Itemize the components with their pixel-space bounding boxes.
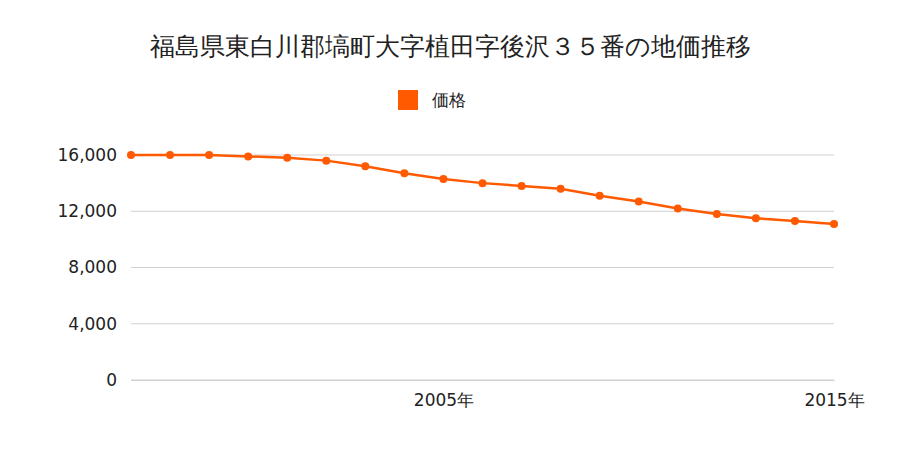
x-axis: 2005年 2015年 [132, 380, 865, 410]
y-tick: 16,000 [58, 145, 131, 165]
title: 福島県東白川郡塙町大字植田字後沢３５番の地価推移 [150, 32, 751, 61]
grid-line [131, 211, 834, 212]
grid-line [131, 267, 834, 268]
grid-line [131, 323, 834, 324]
chart: 福島県東白川郡塙町大字植田字後沢３５番の地価推移価格 0 4,000 8,000 12,… [0, 0, 900, 450]
y-axis-line [131, 156, 132, 381]
point [205, 151, 213, 159]
point [322, 157, 330, 165]
grid-line [131, 380, 834, 381]
point [518, 182, 526, 190]
x-tick-label: 2015年 [804, 390, 864, 410]
point [479, 179, 487, 187]
point [713, 210, 721, 218]
y-tick-label: 16,000 [58, 145, 117, 165]
marks [127, 151, 838, 228]
point [557, 185, 565, 193]
point [674, 204, 682, 212]
x-tick: 2005年 [414, 380, 474, 410]
grid [131, 155, 834, 380]
y-tick-label: 4,000 [68, 314, 117, 334]
plot: 0 4,000 8,000 12,000 16,000 2005年 2015年 [58, 145, 865, 410]
series-line [131, 155, 834, 224]
point [830, 220, 838, 228]
legend: 価格 [398, 90, 466, 110]
point [244, 152, 252, 160]
point [166, 151, 174, 159]
point [361, 162, 369, 170]
y-tick: 12,000 [58, 201, 131, 221]
y-tick: 0 [106, 370, 131, 390]
point [791, 217, 799, 225]
y-tick: 4,000 [68, 314, 131, 334]
y-tick: 8,000 [68, 257, 131, 277]
x-tick: 2015年 [804, 380, 864, 410]
x-axis-line [132, 380, 835, 381]
legend-swatch [398, 90, 418, 110]
point [400, 169, 408, 177]
point [752, 214, 760, 222]
point [283, 154, 291, 162]
y-tick-label: 8,000 [68, 257, 117, 277]
y-axis: 0 4,000 8,000 12,000 16,000 [58, 145, 132, 390]
x-tick-label: 2005年 [414, 390, 474, 410]
legend-label: 価格 [432, 90, 466, 110]
point [635, 197, 643, 205]
point [127, 151, 135, 159]
point [596, 192, 604, 200]
y-tick-label: 12,000 [58, 201, 117, 221]
y-tick-label: 0 [106, 370, 117, 390]
point [439, 175, 447, 183]
